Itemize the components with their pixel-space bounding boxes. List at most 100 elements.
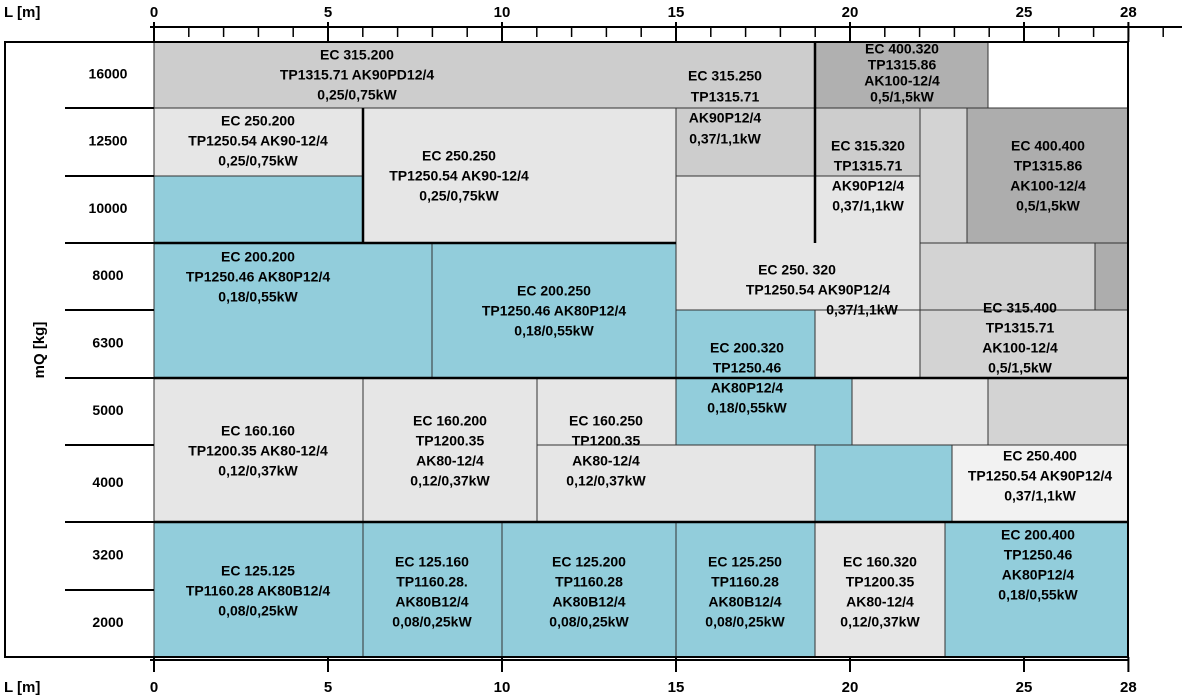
cell-line: TP1250.46 [1004, 547, 1073, 563]
cell-line: TP1200.35 [572, 433, 641, 449]
cell-line: AK80-12/4 [416, 453, 484, 469]
y-tick-label: 8000 [92, 267, 123, 283]
cell-line: 0,08/0,25kW [218, 603, 298, 619]
cell-line: 0,37/1,1kW [689, 131, 761, 147]
region [536, 444, 816, 523]
y-axis-label: mQ [kg] [31, 322, 48, 379]
x-tick-label: 0 [150, 4, 158, 21]
cell-name: EC 315.400 [983, 300, 1057, 316]
cell-name: EC 160.200 [413, 413, 487, 429]
cell-line: 0,37/1,1kW [832, 198, 904, 214]
cell-name: EC 315.200 [320, 47, 394, 63]
y-tick-label: 4000 [92, 474, 123, 490]
cell-name: EC 250. 320 [758, 262, 836, 278]
cell-line: AK80P12/4 [1002, 567, 1075, 583]
cell-name: EC 200.250 [517, 283, 591, 299]
cell-name: EC 315.320 [831, 138, 905, 154]
cell-line: 0,08/0,25kW [392, 614, 472, 630]
cell-line: TP1315.86 [1014, 158, 1083, 174]
x-tick-label: 20 [842, 4, 859, 21]
cell-name: EC 400.320 [865, 41, 939, 57]
x-tick-label: 20 [842, 679, 859, 696]
x-tick-label: 10 [494, 679, 511, 696]
cell-line: TP1160.28 AK80B12/4 [186, 583, 330, 599]
y-tick-label: 10000 [89, 200, 128, 216]
cell-name: EC 125.125 [221, 563, 295, 579]
region [951, 444, 1129, 523]
cell-name: EC 160.250 [569, 413, 643, 429]
region [362, 107, 677, 244]
region [431, 242, 677, 379]
cell-line: 0,08/0,25kW [549, 614, 629, 630]
cell-line: TP1250.46 [713, 360, 782, 376]
cell-line: AK80-12/4 [846, 594, 914, 610]
cell-line: TP1200.35 AK80-12/4 [188, 443, 328, 459]
cell-name: EC 200.320 [710, 340, 784, 356]
cell-line: TP1250.54 AK90-12/4 [389, 168, 529, 184]
cell-line: AK100-12/4 [864, 73, 940, 89]
cell-name: EC 125.250 [708, 554, 782, 570]
region [919, 107, 968, 244]
cell-line: TP1250.54 AK90-12/4 [188, 133, 328, 149]
y-tick-label: 3200 [92, 547, 123, 563]
x-tick-label: 25 [1016, 4, 1033, 21]
cell-line: TP1160.28 [555, 574, 623, 590]
cell-line: AK100-12/4 [1010, 178, 1086, 194]
cell-name: EC 200.200 [221, 249, 295, 265]
cell-name: EC 125.160 [395, 554, 469, 570]
cell-line: TP1250.54 AK90P12/4 [968, 468, 1112, 484]
cell-line: 0,5/1,5kW [870, 89, 935, 105]
region [814, 444, 953, 523]
region [675, 309, 816, 379]
region [153, 107, 364, 177]
x-tick-label: 28 [1120, 679, 1137, 696]
cell-line: 0,18/0,55kW [218, 289, 298, 305]
x-axis-label-bottom: L [m] [4, 679, 40, 696]
y-tick-label: 12500 [89, 133, 128, 149]
cell-name: EC 400.400 [1011, 138, 1085, 154]
cell-line: 0,12/0,37kW [840, 614, 920, 630]
cell-name: EC 160.160 [221, 423, 295, 439]
cell-line: AK80-12/4 [572, 453, 640, 469]
x-tick-label: 10 [494, 4, 511, 21]
region [675, 107, 816, 177]
region [851, 377, 989, 446]
x-tick-label: 25 [1016, 679, 1033, 696]
cell-name: EC 315.250 [688, 68, 762, 84]
cell-line: 0,18/0,55kW [998, 587, 1078, 603]
y-tick-label: 5000 [92, 402, 123, 418]
region [153, 377, 364, 523]
region [966, 107, 1129, 244]
cell-line: TP1200.35 [416, 433, 485, 449]
cell-line: AK80P12/4 [711, 380, 784, 396]
x-axis-label-top: L [m] [4, 4, 40, 21]
cell-line: TP1315.71 [834, 158, 903, 174]
y-tick-label: 2000 [92, 614, 123, 630]
cell-name: EC 200.400 [1001, 527, 1075, 543]
x-tick-label: 5 [324, 679, 332, 696]
x-tick-label: 28 [1120, 4, 1137, 21]
cell-line: 0,12/0,37kW [566, 473, 646, 489]
x-tick-label: 0 [150, 679, 158, 696]
cell-name: EC 160.320 [843, 554, 917, 570]
cell-line: 0,25/0,75kW [218, 153, 298, 169]
cell-line: 0,25/0,75kW [419, 188, 499, 204]
region [919, 242, 1096, 311]
cell-line: TP1315.71 [691, 89, 760, 105]
cell-line: 0,5/1,5kW [1016, 198, 1081, 214]
cell-line: 0,08/0,25kW [705, 614, 785, 630]
x-tick-label: 15 [668, 679, 685, 696]
cell-line: TP1250.46 AK80P12/4 [482, 303, 626, 319]
cell-name: EC 125.200 [552, 554, 626, 570]
cell-line: TP1200.35 [846, 574, 915, 590]
cell-line: 0,18/0,55kW [707, 400, 787, 416]
region [153, 175, 364, 244]
cell-line: TP1315.71 AK90PD12/4 [280, 67, 435, 83]
region [153, 521, 364, 658]
y-tick-label: 16000 [89, 66, 128, 82]
cell-line: AK80B12/4 [708, 594, 781, 610]
cell-line: TP1315.71 [986, 320, 1055, 336]
region [153, 41, 816, 109]
region [362, 377, 538, 523]
